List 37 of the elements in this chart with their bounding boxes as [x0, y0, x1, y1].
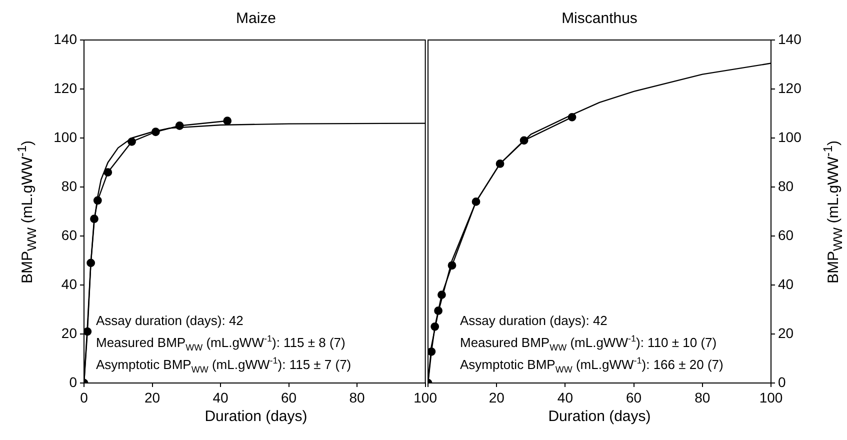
x-tick-label: 60 [626, 389, 642, 406]
x-tick-label: 60 [281, 389, 297, 406]
x-tick-label: 80 [349, 389, 366, 406]
x-tick-label: 20 [144, 389, 160, 406]
annotation: Assay duration (days): 42 [460, 313, 608, 330]
annotation: Assay duration (days): 42 [96, 313, 244, 330]
chart-title: Miscanthus [560, 10, 638, 27]
y-tick-label: 20 [61, 324, 78, 341]
annotation: Measured BMP$_{WW}$ (mL.gWW$^{-1}$): 115 ± 8 (7) [96, 334, 346, 355]
x-axis-title: Duration (days) [204, 408, 308, 425]
y-tick-label: 0 [69, 374, 78, 390]
x-tick-label: 0 [80, 389, 88, 406]
y2-tick-label: 100 [778, 128, 802, 145]
y-tick-label: 40 [61, 276, 78, 292]
y2-tick-label: 60 [778, 226, 794, 243]
y2-tick-label: 140 [778, 30, 802, 47]
annotation: Asymptotic BMP$_{WW}$ (mL.gWW$^{-1}$): 115 ± 7 (7) [96, 356, 352, 377]
annotation: Asymptotic BMP$_{WW}$ (mL.gWW$^{-1}$): 166 ± 20 (7) [460, 356, 724, 377]
y2-tick-label: 120 [778, 80, 802, 96]
x-tick-label: 100 [414, 389, 438, 406]
x-tick-label: 20 [488, 389, 505, 406]
x-tick-label: 100 [759, 389, 783, 406]
y2-tick-label: 80 [778, 178, 794, 194]
y2-tick-label: 40 [778, 276, 794, 292]
x-tick-label: 40 [212, 389, 229, 406]
y-tick-label: 60 [61, 226, 78, 243]
y-tick-label: 120 [54, 80, 78, 96]
x-axis-title: Duration (days) [547, 408, 652, 425]
y-tick-label: 140 [54, 30, 78, 47]
x-tick-label: 40 [557, 389, 574, 406]
chart-title: Maize [234, 10, 277, 27]
y-tick-label: 100 [54, 128, 78, 145]
y-tick-label: 80 [61, 178, 78, 194]
y2-tick-label: 20 [778, 324, 794, 341]
y2-tick-label: 0 [778, 374, 786, 390]
annotation: Measured BMP$_{WW}$ (mL.gWW$^{-1}$): 110 ± 10 (7) [460, 334, 718, 355]
x-tick-label: 80 [694, 389, 710, 406]
